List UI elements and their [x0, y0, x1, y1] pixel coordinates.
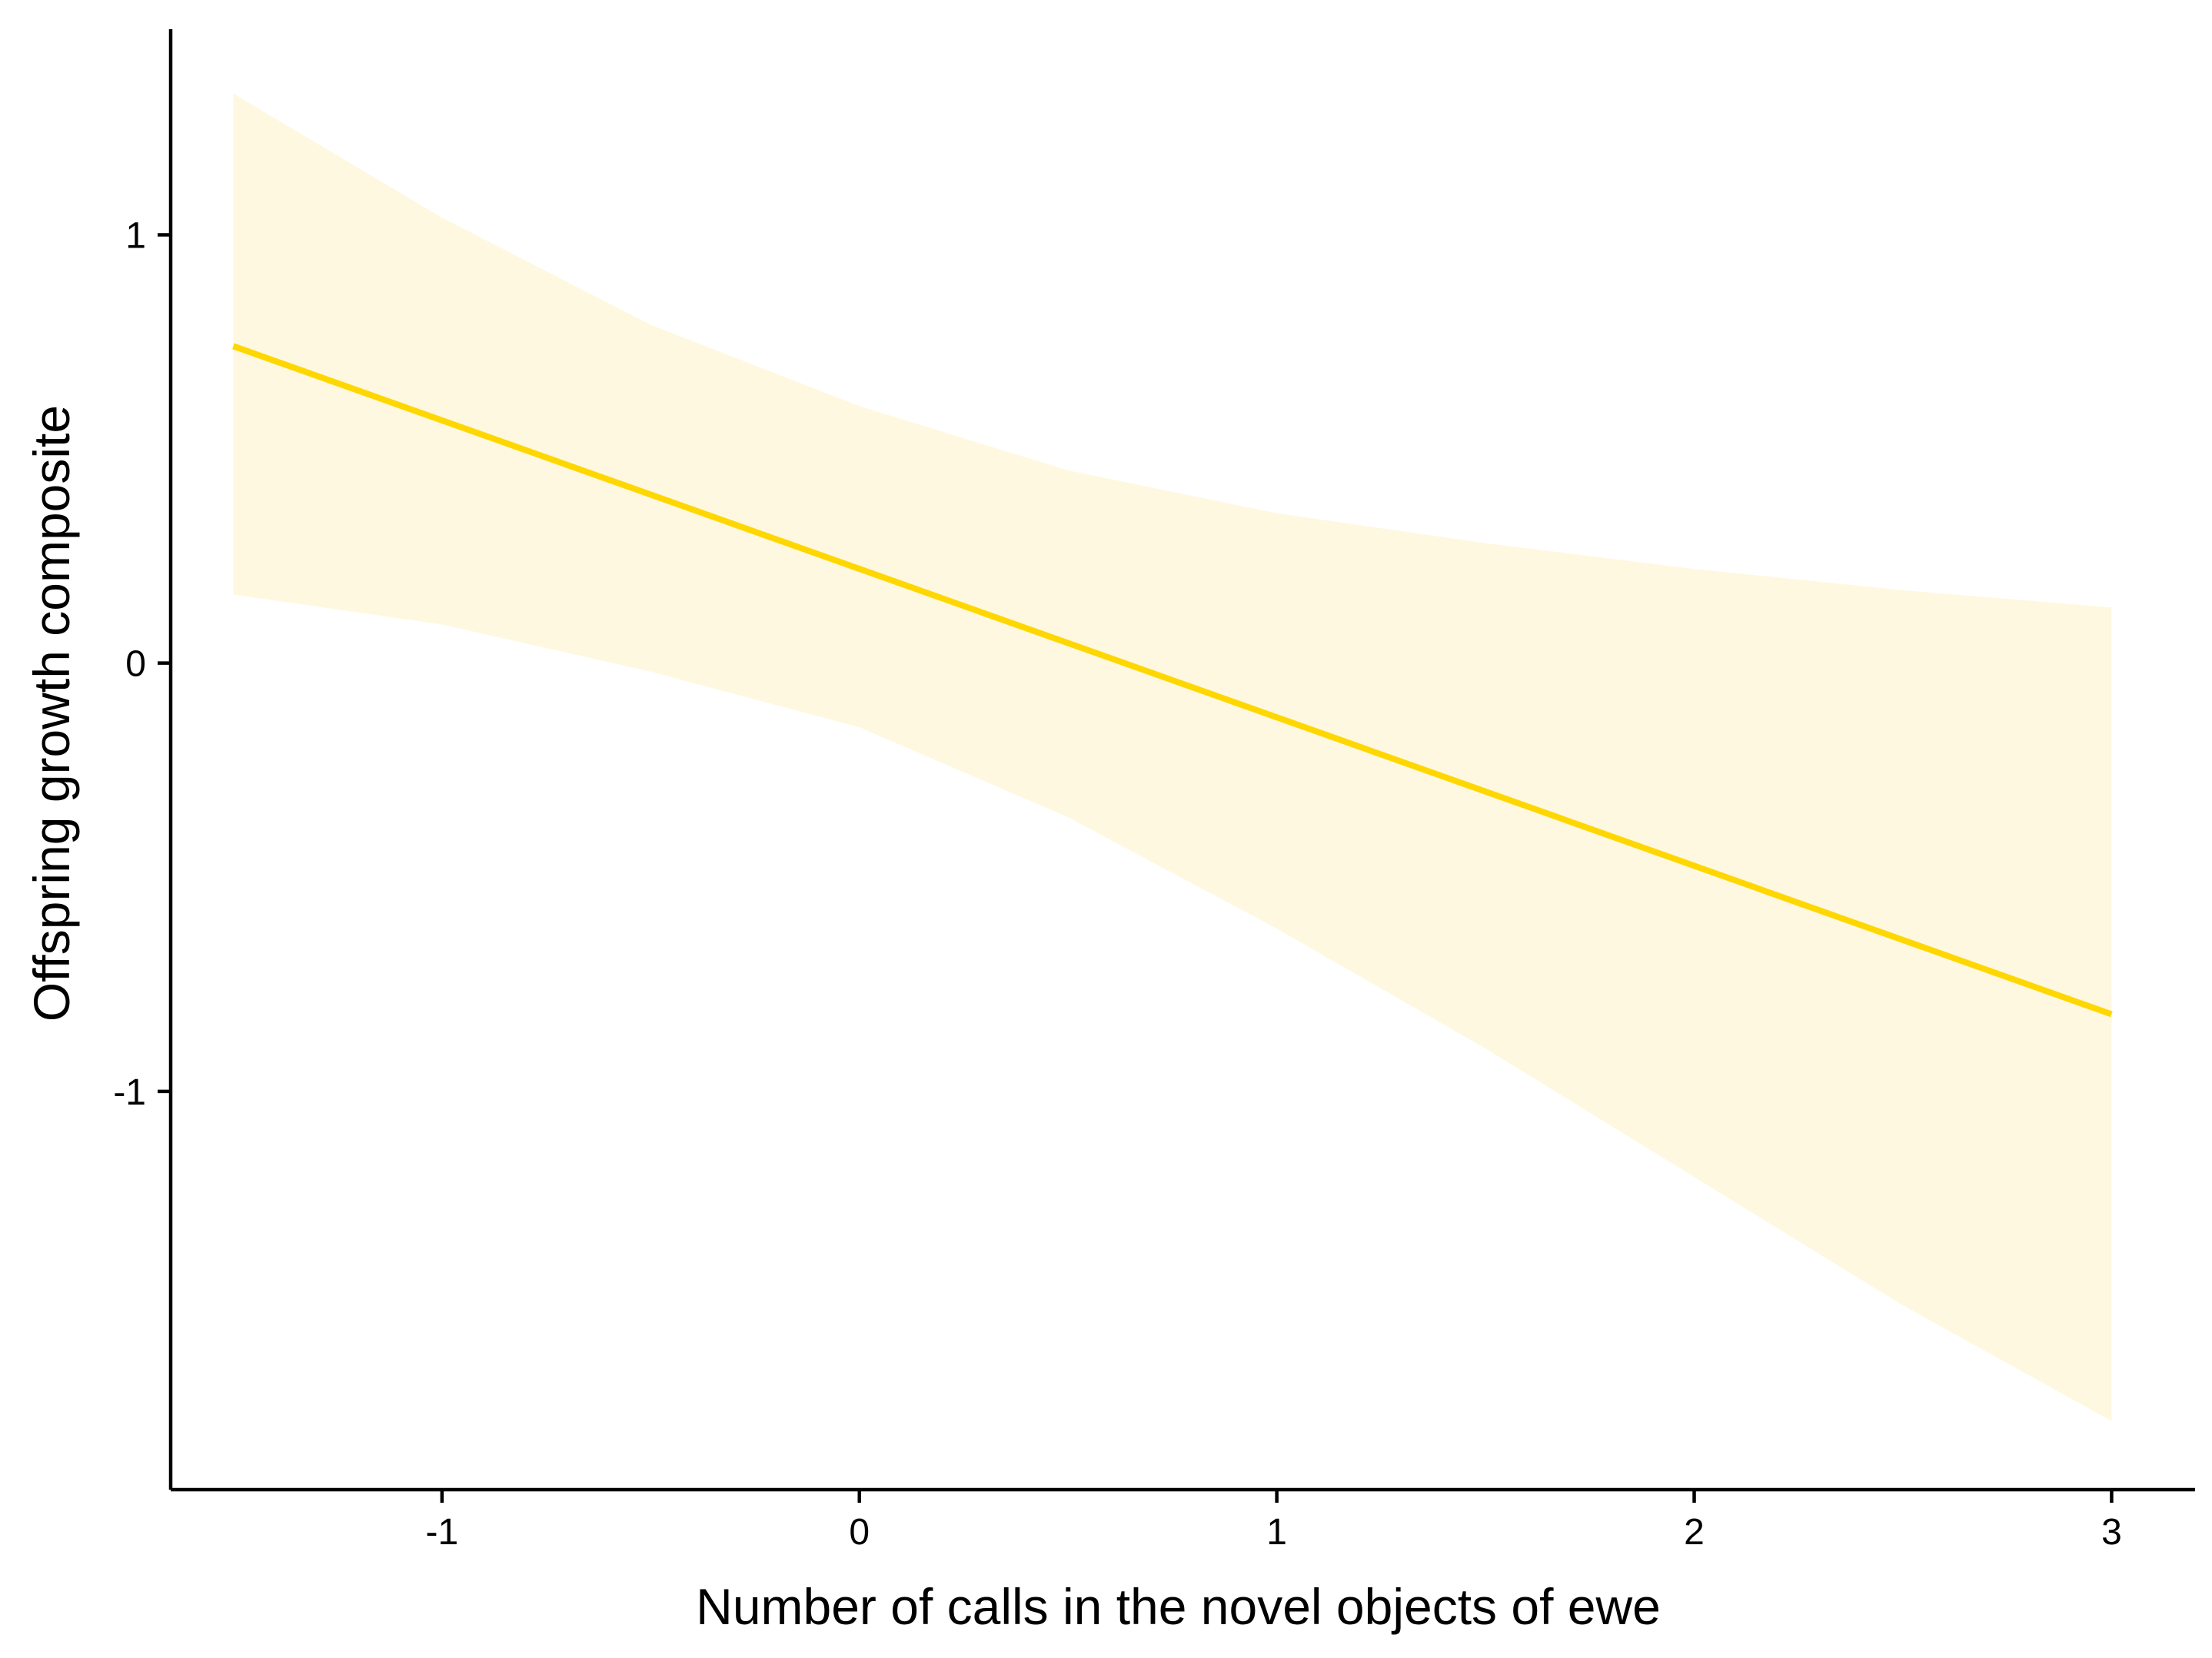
- x-axis: -1 0 1 2 3: [171, 1487, 2195, 1553]
- confidence-band: [233, 93, 2112, 1421]
- x-tick-label: 3: [2101, 1512, 2122, 1553]
- plot-area: [232, 93, 2113, 1421]
- y-tick-label: -1: [113, 1072, 146, 1113]
- y-tick-label: 1: [125, 215, 146, 256]
- y-axis: -1 0 1: [113, 29, 173, 1490]
- y-axis-title: Offspring growth composite: [23, 405, 80, 1022]
- x-axis-title: Number of calls in the novel objects of …: [696, 1578, 1661, 1635]
- x-tick-label: 1: [1266, 1512, 1287, 1553]
- series-line: [232, 343, 2113, 1018]
- x-tick-label: -1: [426, 1512, 459, 1553]
- x-tick-label: 0: [849, 1512, 870, 1553]
- x-tick-label: 2: [1684, 1512, 1705, 1553]
- y-tick-label: 0: [125, 644, 146, 685]
